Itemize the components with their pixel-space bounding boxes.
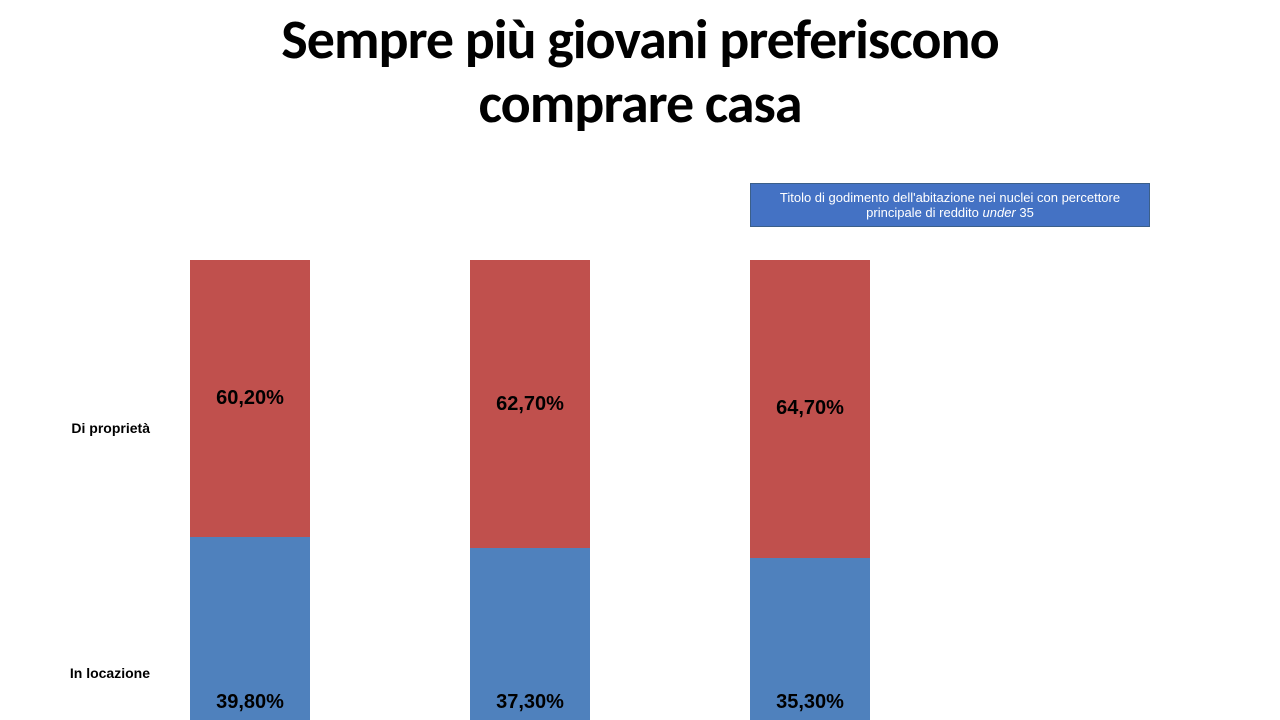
subtitle-box: Titolo di godimento dell'abitazione nei … bbox=[750, 183, 1150, 227]
title-line-1: Sempre più giovani preferiscono bbox=[281, 6, 998, 74]
title-line-2: comprare casa bbox=[478, 70, 801, 138]
bar-2-bottom-value: 35,30% bbox=[776, 691, 844, 714]
bar-2-top-segment: 64,70% bbox=[750, 260, 870, 558]
chart-title: Sempre più giovani preferiscono comprare… bbox=[0, 0, 1280, 137]
bar-1-bottom-segment: 37,30% bbox=[470, 548, 590, 720]
bar-1-top-segment: 62,70% bbox=[470, 260, 590, 548]
bars-container: 60,20% 39,80% 62,70% 37,30% 64,70% 35,30% bbox=[190, 260, 1090, 720]
bar-0-bottom-segment: 39,80% bbox=[190, 537, 310, 720]
bar-2: 64,70% 35,30% bbox=[750, 260, 870, 720]
bar-1-top-value: 62,70% bbox=[496, 393, 564, 416]
bar-1: 62,70% 37,30% bbox=[470, 260, 590, 720]
bar-0-top-value: 60,20% bbox=[216, 387, 284, 410]
bar-2-top-value: 64,70% bbox=[776, 397, 844, 420]
bar-0: 60,20% 39,80% bbox=[190, 260, 310, 720]
y-label-bottom: In locazione bbox=[10, 665, 150, 681]
bar-1-bottom-value: 37,30% bbox=[496, 691, 564, 714]
subtitle-text-before: Titolo di godimento dell'abitazione nei … bbox=[780, 190, 1120, 220]
bar-0-top-segment: 60,20% bbox=[190, 260, 310, 537]
chart-area: Di proprietà In locazione 60,20%39,80%62… bbox=[60, 260, 1160, 720]
bar-0-bottom-value: 39,80% bbox=[216, 691, 284, 714]
bar-2-bottom-segment: 35,30% bbox=[750, 558, 870, 720]
subtitle-text-after: 35 bbox=[1016, 205, 1034, 220]
subtitle-text-italic: under bbox=[983, 205, 1016, 220]
y-label-top: Di proprietà bbox=[10, 420, 150, 436]
